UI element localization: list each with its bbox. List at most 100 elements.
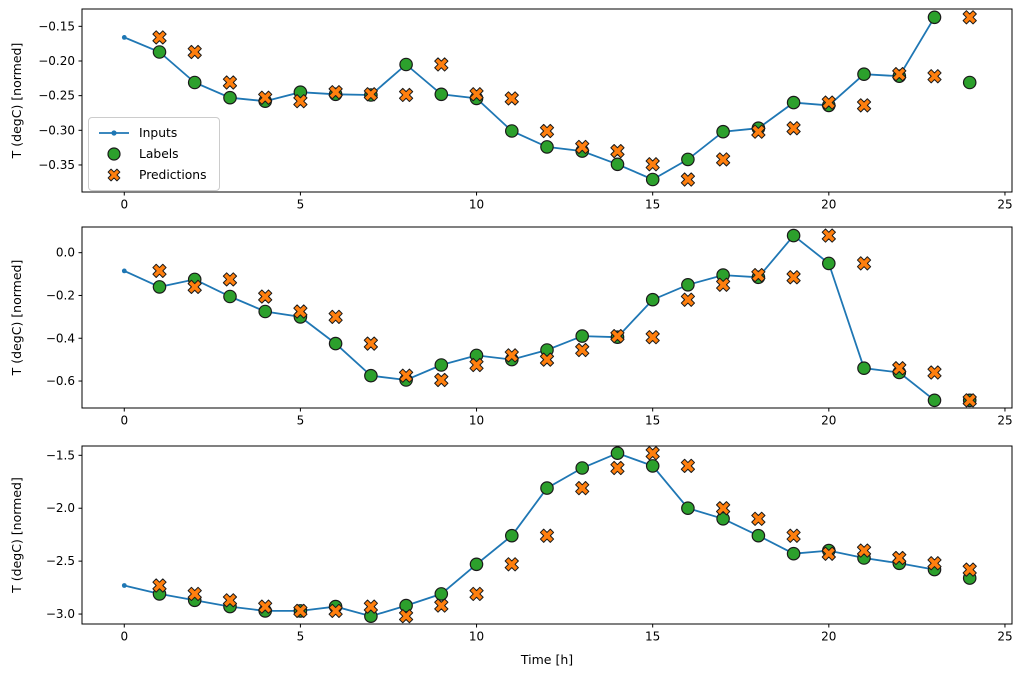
labels-point: [751, 528, 766, 543]
predictions-point: [962, 10, 977, 25]
predictions-point: [434, 598, 449, 613]
labels-point: [152, 45, 167, 59]
labels-point: [857, 67, 871, 81]
x-tick-label: 0: [120, 630, 128, 644]
predictions-point: [398, 87, 414, 103]
predictions-point: [258, 599, 273, 614]
predictions-point: [504, 348, 519, 363]
y-tick-label: −2.0: [46, 501, 75, 515]
predictions-series: [152, 446, 977, 624]
predictions-point: [469, 87, 484, 102]
labels-point: [681, 152, 695, 167]
y-tick-label: −0.15: [38, 19, 75, 33]
labels-point: [504, 124, 519, 138]
predictions-point: [328, 309, 343, 324]
predictions-point: [575, 139, 590, 155]
predictions-point: [293, 304, 308, 319]
predictions-point: [645, 157, 660, 172]
legend-label-inputs: Inputs: [139, 126, 178, 140]
labels-point: [786, 228, 801, 243]
predictions-legend-x: [107, 168, 121, 182]
predictions-point: [927, 556, 942, 571]
predictions-point: [258, 289, 273, 304]
predictions-point: [962, 562, 977, 577]
predictions-point: [892, 550, 907, 566]
predictions-point: [575, 342, 590, 358]
labels-point: [504, 528, 519, 543]
predictions-point: [398, 609, 414, 624]
x-tick-label: 25: [997, 414, 1012, 428]
x-tick-label: 5: [297, 198, 305, 212]
labels-point: [434, 358, 449, 372]
labels-legend-marker: [107, 147, 121, 161]
predictions-point: [680, 292, 696, 307]
x-tick-label: 0: [120, 198, 128, 212]
inputs-series: [121, 14, 937, 182]
predictions-point: [786, 270, 801, 285]
x-tick-label: 15: [645, 414, 660, 428]
inputs-line: [123, 234, 936, 402]
y-tick-label: −0.35: [38, 158, 75, 172]
predictions-point: [856, 543, 872, 558]
predictions-legend-marker: [107, 168, 121, 182]
predictions-point: [821, 546, 836, 561]
labels-point: [681, 277, 695, 292]
predictions-point: [927, 365, 942, 380]
predictions-point: [152, 30, 167, 45]
predictions-point: [610, 143, 625, 159]
predictions-point: [222, 593, 238, 608]
y-tick-label: 0.0: [56, 246, 75, 260]
labels-point: [434, 87, 449, 102]
x-tick-label: 10: [469, 414, 484, 428]
predictions-point: [575, 481, 590, 496]
y-tick-label: −0.20: [38, 54, 75, 68]
predictions-point: [363, 599, 378, 614]
y-axis-ticks: −1.5 −2.0 −2.5 −3.0: [46, 448, 82, 621]
labels-point: [575, 461, 589, 475]
predictions-point: [786, 121, 801, 136]
labels-series: [152, 228, 977, 408]
predictions-point: [258, 90, 273, 105]
predictions-point: [469, 586, 484, 602]
x-axis-label: Time [h]: [520, 652, 573, 667]
x-axis-ticks: 0 5 10 15 20 25: [120, 408, 1013, 428]
predictions-point: [328, 85, 343, 100]
y-tick-label: −2.5: [46, 554, 75, 568]
labels-point: [645, 459, 660, 473]
y-axis-label: T (degC) [normed]: [9, 43, 24, 160]
y-axis-label: T (degC) [normed]: [9, 477, 24, 594]
y-tick-label: −1.5: [46, 448, 75, 462]
subplot-2: 0 5 10 15 20 25 0.0 −0.2 −0.4 −0.6 T (degC) [norme…: [9, 226, 1013, 428]
legend-item-inputs: Inputs: [96, 123, 207, 143]
labels-point: [399, 598, 413, 613]
x-tick-label: 20: [821, 198, 836, 212]
legend-item-labels: Labels: [96, 144, 207, 164]
x-axis-ticks: 0 5 10 15 20 25: [120, 192, 1013, 212]
axes-spines: [81, 8, 1013, 193]
labels-point: [223, 90, 237, 105]
predictions-point: [716, 152, 731, 167]
labels-point: [786, 95, 801, 110]
labels-point: [716, 511, 730, 526]
predictions-point: [293, 94, 308, 109]
predictions-point: [222, 75, 238, 90]
y-tick-label: −0.30: [38, 123, 75, 137]
predictions-point: [856, 98, 872, 113]
labels-point: [469, 557, 484, 572]
labels-series: [152, 446, 977, 623]
labels-point: [540, 481, 554, 495]
predictions-point: [222, 272, 238, 287]
inputs-line: [123, 16, 936, 181]
predictions-point: [434, 372, 449, 388]
labels-point: [610, 446, 625, 460]
predictions-point: [645, 330, 660, 345]
y-tick-label: −3.0: [46, 607, 75, 621]
x-tick-label: 20: [821, 630, 836, 644]
predictions-point: [328, 603, 343, 618]
labels-point: [399, 57, 413, 72]
x-tick-label: 25: [997, 630, 1012, 644]
labels-point: [681, 501, 695, 515]
labels-point: [328, 336, 343, 351]
labels-point: [786, 546, 801, 561]
predictions-point: [962, 393, 977, 408]
